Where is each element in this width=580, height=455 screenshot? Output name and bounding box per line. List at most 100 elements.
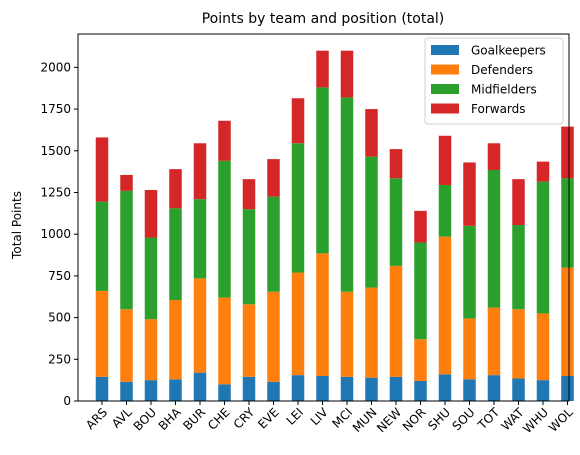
bar-mun-forwards <box>365 109 378 157</box>
bar-new-defenders <box>389 265 403 377</box>
bar-wat-forwards <box>512 179 525 226</box>
bar-wol-midfielders <box>561 178 574 268</box>
bar-eve-forwards <box>267 159 280 197</box>
bar-bha-midfielders <box>169 208 182 301</box>
bar-wol-defenders <box>561 267 574 376</box>
bar-bur-defenders <box>193 278 207 373</box>
bar-liv-defenders <box>316 253 329 376</box>
y-tick-label: 1750 <box>40 102 71 116</box>
y-tick-label: 1500 <box>40 144 71 158</box>
bar-wat-goalkeepers <box>512 378 525 401</box>
bars-group <box>95 50 574 401</box>
y-axis-label: Total Points <box>10 191 24 260</box>
bar-che-midfielders <box>218 160 231 298</box>
y-tick-label: 0 <box>63 394 71 408</box>
bar-ars-defenders <box>95 290 109 377</box>
bar-che-goalkeepers <box>218 384 231 401</box>
legend-label: Defenders <box>471 63 533 77</box>
x-tick-label: EVE <box>255 405 281 431</box>
bar-ars-midfielders <box>95 201 109 291</box>
bar-lei-forwards <box>291 98 305 144</box>
x-tick-label: BOU <box>131 405 159 433</box>
bar-bha-defenders <box>169 300 182 380</box>
bar-bou-goalkeepers <box>144 380 158 401</box>
bar-che-defenders <box>218 297 231 385</box>
bar-sou-goalkeepers <box>463 379 476 401</box>
legend-swatch <box>431 45 459 55</box>
bar-eve-goalkeepers <box>267 381 280 401</box>
legend-box <box>424 37 564 125</box>
y-tick-label: 750 <box>48 269 71 283</box>
bar-shu-forwards <box>438 135 452 185</box>
bar-sou-forwards <box>463 162 476 226</box>
x-tick-label: NEW <box>374 405 404 435</box>
bar-eve-midfielders <box>267 196 280 292</box>
bar-mun-goalkeepers <box>365 377 378 401</box>
bar-tot-goalkeepers <box>487 375 501 401</box>
bar-liv-goalkeepers <box>316 375 329 401</box>
bar-bha-forwards <box>169 169 182 209</box>
y-tick-label: 1000 <box>40 227 71 241</box>
x-tick-label: WOL <box>546 405 576 435</box>
bar-avl-defenders <box>120 309 133 382</box>
x-tick-label: TOT <box>474 405 502 433</box>
x-tick-label: CHE <box>205 405 233 433</box>
bar-tot-defenders <box>487 307 501 376</box>
bar-avl-goalkeepers <box>120 381 133 401</box>
bar-sou-midfielders <box>463 225 476 319</box>
bar-ars-goalkeepers <box>95 376 109 401</box>
bar-cry-defenders <box>242 304 256 377</box>
bar-lei-goalkeepers <box>291 375 305 401</box>
bar-whu-forwards <box>536 161 550 182</box>
bar-new-forwards <box>389 149 403 179</box>
y-tick-label: 1250 <box>40 185 71 199</box>
bar-nor-defenders <box>414 339 427 381</box>
bar-cry-midfielders <box>242 209 256 305</box>
bar-eve-defenders <box>267 291 280 382</box>
bar-wol-forwards <box>561 126 574 179</box>
bar-nor-midfielders <box>414 242 427 340</box>
x-tick-label: WHU <box>520 405 551 436</box>
bar-bha-goalkeepers <box>169 379 182 401</box>
bar-new-goalkeepers <box>389 376 403 401</box>
bar-mci-midfielders <box>340 97 354 292</box>
bar-lei-midfielders <box>291 143 305 273</box>
bar-bou-defenders <box>144 319 158 381</box>
x-tick-label: BUR <box>180 405 208 433</box>
legend-swatch <box>431 84 459 94</box>
bar-wol-goalkeepers <box>561 375 574 401</box>
x-tick-label: ARS <box>83 405 110 432</box>
legend: Goalkeepers Defenders Midfielders Forwards <box>424 37 564 125</box>
bar-liv-forwards <box>316 50 329 88</box>
chart-title: Points by team and position (total) <box>202 11 445 27</box>
x-tick-label: MUN <box>350 405 380 435</box>
bar-nor-forwards <box>414 210 427 243</box>
x-tick-label: NOR <box>400 405 429 434</box>
bar-mci-defenders <box>340 291 354 377</box>
bar-whu-midfielders <box>536 181 550 314</box>
bar-liv-midfielders <box>316 87 329 254</box>
bar-nor-goalkeepers <box>414 380 427 401</box>
bar-whu-goalkeepers <box>536 380 550 401</box>
y-tick-label: 500 <box>48 311 71 325</box>
bar-cry-goalkeepers <box>242 376 256 401</box>
bar-sou-defenders <box>463 318 476 380</box>
bar-mci-goalkeepers <box>340 376 354 401</box>
bar-avl-forwards <box>120 174 133 191</box>
plot-frame <box>77 33 570 402</box>
x-tick-label: CRY <box>231 405 258 432</box>
bar-wat-defenders <box>512 309 525 379</box>
legend-label: Forwards <box>471 102 526 116</box>
bar-bur-forwards <box>193 143 207 200</box>
bar-mun-defenders <box>365 287 378 378</box>
x-tick-label: LIV <box>308 405 331 428</box>
bar-tot-midfielders <box>487 169 501 308</box>
x-tick-label: BHA <box>156 405 184 433</box>
x-tick-label: SOU <box>449 405 477 433</box>
bar-bou-midfielders <box>144 237 158 320</box>
bar-new-midfielders <box>389 178 403 266</box>
bar-shu-midfielders <box>438 184 452 237</box>
legend-swatch <box>431 64 459 75</box>
legend-swatch <box>431 103 459 114</box>
y-tick-label: 250 <box>48 352 71 366</box>
